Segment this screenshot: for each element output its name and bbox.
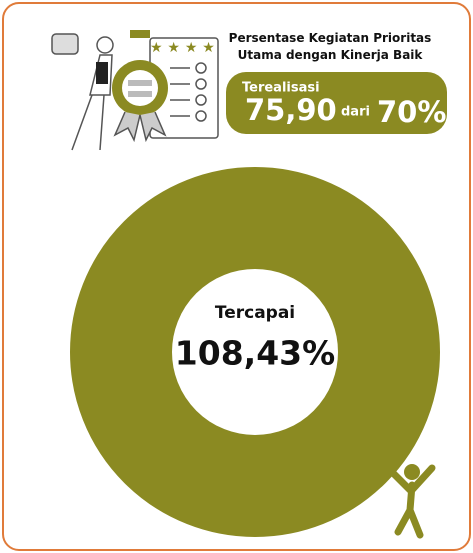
illustration: ★ ★ ★ ★	[51, 30, 219, 151]
summary-label: Terealisasi	[242, 81, 320, 96]
connector: dari	[341, 105, 370, 120]
achievement-label: Tercapai	[215, 303, 295, 323]
donut-ring	[70, 167, 440, 537]
target-value: 70%	[377, 95, 446, 129]
cheering-figure	[388, 464, 436, 539]
title-line: Persentase Kegiatan Prioritas	[229, 31, 432, 45]
svg-text:★ ★ ★ ★: ★ ★ ★ ★	[150, 40, 215, 56]
achievement-value: 108,43%	[175, 334, 335, 373]
summary-box	[226, 72, 447, 134]
title-line: Utama dengan Kinerja Baik	[238, 48, 424, 62]
realized-value: 75,90	[245, 93, 337, 127]
